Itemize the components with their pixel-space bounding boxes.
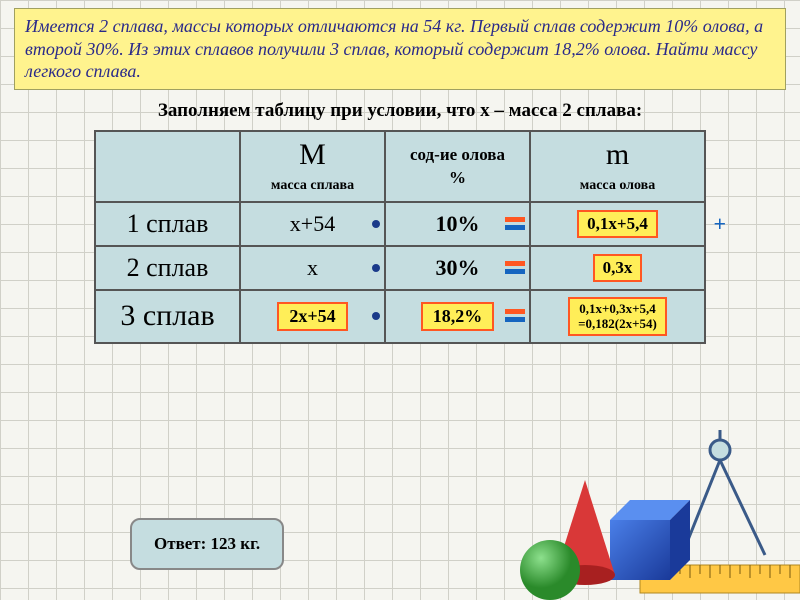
equals-icon (505, 309, 525, 323)
equals-icon (505, 217, 525, 231)
row1-result-val: 0,1х+5,4 (577, 210, 658, 238)
header-blank (95, 131, 240, 202)
equals-icon (505, 261, 525, 275)
row3-mass: 2х+54 (240, 290, 385, 343)
multiply-dot-icon (372, 312, 380, 320)
compass-icon (680, 430, 765, 560)
row3-percent-val: 18,2% (421, 302, 495, 331)
row1-percent-val: 10% (436, 211, 480, 236)
table-row: 1 сплав х+54 10% 0,1х+5,4 + (95, 202, 705, 246)
sphere-icon (520, 540, 580, 600)
table-container: M масса сплава сод-ие олова% m масса оло… (14, 130, 786, 344)
cube-icon (610, 500, 690, 580)
problem-text: Имеется 2 сплава, массы которых отличают… (25, 16, 763, 81)
row3-result: 0,1х+0,3х+5,4=0,182(2х+54) (530, 290, 705, 343)
plus-icon: + (713, 211, 726, 237)
header-row: M масса сплава сод-ие олова% m масса оло… (95, 131, 705, 202)
header-tin-label: масса олова (580, 178, 655, 193)
header-tin-m: m (606, 138, 629, 171)
content-area: Имеется 2 сплава, массы которых отличают… (0, 0, 800, 344)
row2-result-val: 0,3х (593, 254, 643, 282)
table-row: 3 сплав 2х+54 18,2% 0,1х+0,3х+5,4=0,182(… (95, 290, 705, 343)
row3-label: 3 сплав (95, 290, 240, 343)
row3-mass-val: 2х+54 (277, 302, 347, 331)
row2-mass: х (240, 246, 385, 290)
header-tin-mass: m масса олова (530, 131, 705, 202)
row1-mass: х+54 (240, 202, 385, 246)
row2-percent-val: 30% (436, 255, 480, 280)
instruction-text: Заполняем таблицу при условии, что х – м… (14, 100, 786, 122)
header-mass-M: M (299, 138, 326, 171)
multiply-dot-icon (372, 264, 380, 272)
alloy-table: M масса сплава сод-ие олова% m масса оло… (94, 130, 706, 344)
multiply-dot-icon (372, 220, 380, 228)
header-mass: M масса сплава (240, 131, 385, 202)
row1-result: 0,1х+5,4 + (530, 202, 705, 246)
answer-box: Ответ: 123 кг. (130, 518, 284, 570)
row2-result: 0,3х (530, 246, 705, 290)
row3-result-val: 0,1х+0,3х+5,4=0,182(2х+54) (568, 297, 667, 336)
header-mass-label: масса сплава (271, 178, 354, 193)
row1-label: 1 сплав (95, 202, 240, 246)
table-row: 2 сплав х 30% 0,3х (95, 246, 705, 290)
row2-label: 2 сплав (95, 246, 240, 290)
answer-text: Ответ: 123 кг. (154, 534, 260, 553)
decorative-shapes (520, 430, 800, 600)
header-percent: сод-ие олова% (385, 131, 530, 202)
problem-statement: Имеется 2 сплава, массы которых отличают… (14, 8, 786, 90)
header-percent-label: сод-ие олова% (410, 145, 505, 187)
